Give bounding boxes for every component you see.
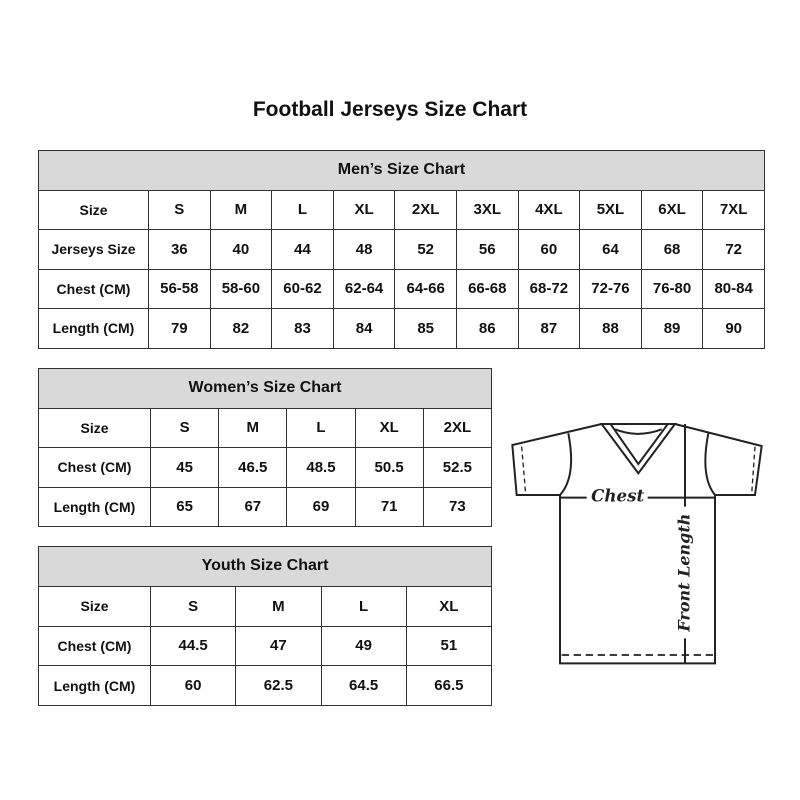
table-cell: 47 [235, 625, 322, 667]
table-cell: 82 [209, 308, 273, 349]
table-cell: 64.5 [320, 665, 407, 707]
chest-label: Chest [591, 486, 644, 506]
table-cell: 89 [640, 308, 704, 349]
youth-table-heading: Youth Size Chart [37, 546, 493, 587]
table-cell: 69 [286, 486, 356, 527]
row-label: Size [38, 407, 151, 448]
row-label: Chest (CM) [38, 268, 149, 309]
table-cell: 72 [702, 229, 765, 270]
table-cell: XL [354, 407, 424, 448]
table-cell: 2XL [394, 189, 457, 230]
row-label: Chest (CM) [38, 447, 151, 488]
row-label: Length (CM) [38, 665, 151, 707]
table-cell: M [235, 585, 322, 627]
table-cell: 83 [271, 308, 334, 349]
row-label: Size [38, 585, 151, 627]
womens-size-table: Women’s Size Chart Size S M L XL 2XL Chest (CM)… [37, 368, 493, 527]
table-cell: 66.5 [405, 665, 493, 707]
table-cell: 3XL [455, 189, 519, 230]
table-cell: 4XL [517, 189, 581, 230]
table-row: Jerseys Size 36 40 44 48 52 56 60 64 68 72 [38, 229, 765, 270]
table-cell: 44.5 [149, 625, 237, 667]
youth-size-table: Youth Size Chart Size S M L XL Chest (CM) 44.5 4… [37, 546, 493, 707]
row-label: Length (CM) [38, 486, 151, 527]
table-cell: 66-68 [455, 268, 519, 309]
table-cell: 79 [148, 308, 211, 349]
women-table-heading: Women’s Size Chart [37, 368, 493, 409]
table-cell: 51 [405, 625, 493, 667]
table-cell: 48.5 [286, 447, 356, 488]
table-row: Size S M L XL 2XL [38, 407, 493, 448]
table-cell: 5XL [579, 189, 642, 230]
men-table-heading: Men’s Size Chart [38, 150, 765, 191]
table-row: Chest (CM) 44.5 47 49 51 [38, 625, 493, 667]
table-cell: 7XL [702, 189, 765, 230]
table-cell: 65 [149, 486, 220, 527]
table-cell: 85 [394, 308, 457, 349]
table-cell: 49 [320, 625, 407, 667]
table-row: Chest (CM) 56-58 58-60 60-62 62-64 64-66 66-68… [38, 268, 765, 309]
table-cell: 56-58 [148, 268, 211, 309]
table-cell: S [149, 585, 237, 627]
table-cell: 64-66 [394, 268, 457, 309]
row-label: Jerseys Size [38, 229, 149, 270]
row-label: Size [38, 189, 149, 230]
table-cell: 52.5 [422, 447, 493, 488]
table-cell: 46.5 [218, 447, 288, 488]
table-cell: 45 [149, 447, 220, 488]
table-cell: 86 [455, 308, 519, 349]
table-cell: 90 [702, 308, 765, 349]
table-cell: 60 [149, 665, 237, 707]
jersey-diagram: Chest Front Length [511, 422, 763, 665]
table-cell: 88 [579, 308, 642, 349]
table-cell: 36 [148, 229, 211, 270]
table-row: Size S M L XL [38, 585, 493, 627]
front-length-label: Front Length [674, 514, 693, 633]
table-cell: XL [332, 189, 396, 230]
table-cell: 50.5 [354, 447, 424, 488]
row-label: Length (CM) [38, 308, 149, 349]
table-cell: 44 [271, 229, 334, 270]
table-row: Length (CM) 60 62.5 64.5 66.5 [38, 665, 493, 707]
table-cell: L [286, 407, 356, 448]
table-cell: 73 [422, 486, 493, 527]
table-cell: 48 [332, 229, 396, 270]
table-row: Size S M L XL 2XL 3XL 4XL 5XL 6XL 7XL [38, 189, 765, 230]
table-cell: S [149, 407, 220, 448]
table-cell: 6XL [640, 189, 704, 230]
table-cell: 87 [517, 308, 581, 349]
table-cell: L [320, 585, 407, 627]
table-cell: 52 [394, 229, 457, 270]
table-cell: 80-84 [702, 268, 765, 309]
table-cell: 40 [209, 229, 273, 270]
table-cell: 60 [517, 229, 581, 270]
table-cell: 62.5 [235, 665, 322, 707]
row-label: Chest (CM) [38, 625, 151, 667]
table-cell: 68-72 [517, 268, 581, 309]
table-cell: 84 [332, 308, 396, 349]
table-cell: M [218, 407, 288, 448]
table-cell: 71 [354, 486, 424, 527]
table-cell: 76-80 [640, 268, 704, 309]
table-cell: 67 [218, 486, 288, 527]
table-cell: 64 [579, 229, 642, 270]
table-row: Length (CM) 65 67 69 71 73 [38, 486, 493, 527]
table-cell: 62-64 [332, 268, 396, 309]
table-cell: S [148, 189, 211, 230]
table-cell: 56 [455, 229, 519, 270]
table-cell: M [209, 189, 273, 230]
table-row: Length (CM) 79 82 83 84 85 86 87 88 89 90 [38, 308, 765, 349]
table-cell: 2XL [422, 407, 493, 448]
table-cell: 68 [640, 229, 704, 270]
table-cell: XL [405, 585, 493, 627]
table-cell: 58-60 [209, 268, 273, 309]
table-cell: 72-76 [579, 268, 642, 309]
page-title: Football Jerseys Size Chart [252, 98, 528, 121]
mens-size-table: Men’s Size Chart Size S M L XL 2XL 3XL 4XL 5XL 6XL… [38, 150, 765, 349]
table-cell: L [271, 189, 334, 230]
table-row: Chest (CM) 45 46.5 48.5 50.5 52.5 [38, 447, 493, 488]
table-cell: 60-62 [271, 268, 334, 309]
